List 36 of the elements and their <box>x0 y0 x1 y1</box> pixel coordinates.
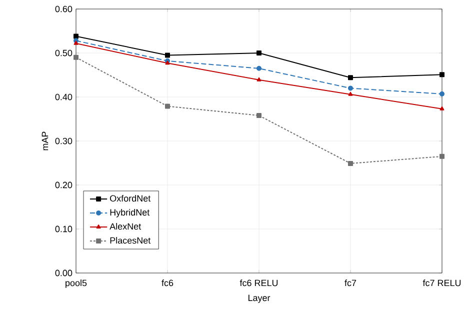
y-tick-label: 0.10 <box>55 226 72 232</box>
legend-label: OxfordNet <box>110 194 151 202</box>
point <box>165 104 170 109</box>
x-tick-label: fc7 RELU <box>422 280 461 286</box>
y-tick-label: 0.30 <box>55 138 72 144</box>
legend-label: AlexNet <box>110 222 142 230</box>
point <box>165 60 170 65</box>
point <box>256 77 262 82</box>
y-tick-label: 0.40 <box>55 94 72 100</box>
point <box>348 86 353 91</box>
x-tick-label: fc6 RELU <box>240 280 278 286</box>
point <box>440 106 444 110</box>
y-tick-label: 0.60 <box>55 6 72 12</box>
point <box>74 54 79 60</box>
point <box>74 40 78 45</box>
y-tick-label: 0.50 <box>55 50 72 56</box>
x-axis-title: Layer <box>248 294 270 303</box>
point <box>348 75 353 80</box>
point <box>440 154 444 159</box>
legend-label: HybridNet <box>110 208 150 218</box>
point <box>256 112 262 118</box>
x-tick-label: fc7 <box>344 280 356 286</box>
y-tick-label: 0.00 <box>55 270 72 276</box>
legend-label: PlacesNet <box>110 237 151 244</box>
point <box>440 72 444 78</box>
x-tick-label: fc6 <box>162 280 174 286</box>
point <box>256 50 262 56</box>
point <box>440 91 444 96</box>
y-tick-label: 0.20 <box>55 182 72 188</box>
point <box>348 92 353 96</box>
point <box>348 160 353 166</box>
point <box>165 52 170 58</box>
point <box>74 34 79 39</box>
x-tick-label: pool5 <box>66 280 87 288</box>
y-axis-title: mAP <box>42 132 48 150</box>
point <box>256 66 262 71</box>
